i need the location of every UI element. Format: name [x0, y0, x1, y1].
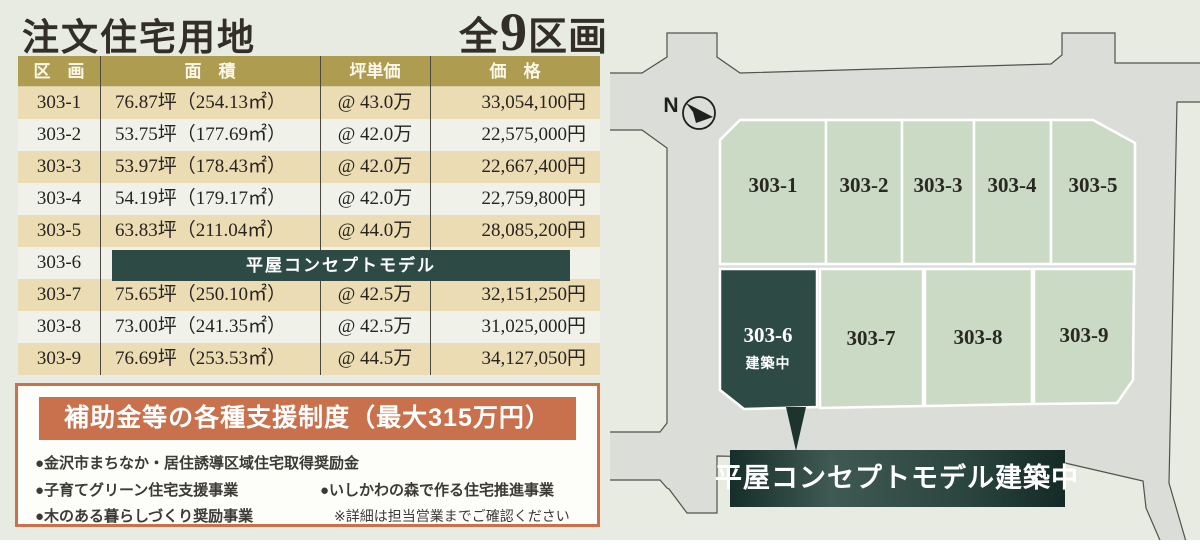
column-divider	[320, 56, 321, 375]
compass: N	[663, 94, 716, 130]
subsidy-note: ※詳細は担当営業までご確認ください	[334, 508, 570, 524]
map-lot-label: 303-3	[914, 173, 963, 197]
col-header-area: 面 積	[184, 62, 236, 81]
callout-pointer	[786, 407, 806, 451]
lot-area: 53.97坪（178.43㎡）	[115, 156, 287, 177]
lot-unit-price: @ 43.0万	[337, 92, 413, 113]
map-lot-303-7	[818, 267, 925, 410]
map-lot-label: 303-4	[988, 173, 1037, 197]
compass-needle-icon	[686, 103, 713, 123]
table-row: 303-2 53.75坪（177.69㎡） @ 42.0万 22,575,000…	[18, 119, 600, 151]
lot-unit-price: @ 42.5万	[337, 316, 413, 337]
lot-price: 31,025,000円	[481, 316, 586, 337]
subsidy-item: ●木のある暮らしづくり奨励事業	[35, 508, 254, 525]
lot-price: 28,085,200円	[481, 220, 586, 241]
total-lots-suffix: 区画	[527, 16, 608, 59]
lot-id: 303-9	[36, 348, 82, 369]
lot-price: 34,127,050円	[481, 348, 586, 369]
lot-id: 303-3	[36, 156, 82, 177]
north-label: N	[663, 94, 678, 117]
callout-banner	[730, 450, 1065, 507]
lot-area: 54.19坪（179.17㎡）	[115, 188, 287, 209]
lot-id: 303-7	[36, 284, 82, 305]
map-lot-label: 303-6	[744, 323, 793, 347]
map-lot-label: 303-2	[840, 173, 889, 197]
map-lot-label: 303-7	[847, 326, 896, 350]
lot-unit-price: @ 44.5万	[337, 348, 413, 369]
lot-id: 303-2	[36, 124, 82, 145]
lot-area: 76.87坪（254.13㎡）	[115, 92, 287, 113]
col-header-lot: 区 画	[33, 62, 85, 81]
total-lots-label: 全 9 区画	[458, 2, 608, 62]
subsidy-heading: 補助金等の各種支援制度（最大315万円）	[39, 397, 576, 440]
table-row: 303-9 76.69坪（253.53㎡） @ 44.5万 34,127,050…	[18, 343, 600, 375]
lot-id: 303-6	[36, 252, 82, 273]
lot-id: 303-1	[36, 92, 82, 113]
lot-unit-price: @ 42.0万	[337, 156, 413, 177]
table-row: 303-7 75.65坪（250.10㎡） @ 42.5万 32,151,250…	[18, 279, 600, 311]
map-lot-303-8	[923, 267, 1034, 408]
col-header-price: 価 格	[489, 62, 541, 81]
lot-area: 63.83坪（211.04㎡）	[115, 220, 286, 241]
map-lot-303-6	[718, 267, 819, 411]
site-map-svg: 303-1 303-2 303-3 303-4 303-5 303-6 建築中 …	[604, 32, 1200, 545]
subsidy-item: ●子育てグリーン住宅支援事業	[35, 482, 239, 499]
map-lot-label: 303-1	[749, 173, 798, 197]
callout-banner-label: 平屋コンセプトモデル建築中	[715, 462, 1079, 493]
subsidy-item: ●いしかわの森で作る住宅推進事業	[320, 482, 555, 499]
lot-id: 303-8	[36, 316, 82, 337]
map-lot-303-5	[1049, 118, 1137, 266]
table-row: 303-5 63.83坪（211.04㎡） @ 44.0万 28,085,200…	[18, 215, 600, 247]
left-panel: 注文住宅用地 全 9 区画 区 画 面 積 坪単価 価 格 303-1 76.8…	[15, 5, 608, 527]
lot-unit-price: @ 42.0万	[337, 188, 413, 209]
lot-price: 32,151,250円	[481, 284, 586, 305]
map-lot-label: 303-8	[954, 325, 1003, 349]
lot-price: 22,667,400円	[481, 156, 586, 177]
lot-area: 53.75坪（177.69㎡）	[115, 124, 287, 145]
col-header-unit: 坪単価	[349, 62, 401, 81]
map-lot-status: 建築中	[746, 355, 791, 372]
lot-id: 303-4	[36, 188, 82, 209]
lot-area: 75.65坪（250.10㎡）	[115, 284, 287, 305]
page-title: 注文住宅用地	[22, 18, 256, 59]
map-lot-label: 303-9	[1060, 323, 1109, 347]
lot-price: 33,054,100円	[481, 92, 586, 113]
lot-area: 73.00坪（241.35㎡）	[115, 316, 287, 337]
lot-price: 22,759,800円	[481, 188, 586, 209]
map-lot-label: 303-5	[1069, 173, 1118, 197]
lot-id: 303-5	[36, 220, 82, 241]
table-row: 303-3 53.97坪（178.43㎡） @ 42.0万 22,667,400…	[18, 151, 600, 183]
lot-area: 76.69坪（253.53㎡）	[115, 348, 287, 369]
subsidy-box: 補助金等の各種支援制度（最大315万円） ●金沢市まちなか・居住誘導区域住宅取得…	[15, 383, 600, 527]
table-row: 303-8 73.00坪（241.35㎡） @ 42.5万 31,025,000…	[18, 311, 600, 343]
lot-price: 22,575,000円	[481, 124, 586, 145]
column-divider	[100, 56, 101, 375]
table-header-row: 区 画 面 積 坪単価 価 格	[18, 56, 600, 87]
price-table: 区 画 面 積 坪単価 価 格 303-1 76.87坪（254.13㎡） @ …	[18, 56, 600, 375]
total-lots-number: 9	[499, 2, 527, 62]
subsidy-item: ●金沢市まちなか・居住誘導区域住宅取得奨励金	[35, 455, 360, 472]
compass-circle-icon	[682, 96, 716, 130]
title-row: 注文住宅用地 全 9 区画	[22, 5, 608, 59]
map-lot-303-9	[1032, 267, 1136, 406]
lot-unit-price: @ 44.0万	[337, 220, 413, 241]
column-divider	[430, 56, 431, 375]
table-row: 303-1 76.87坪（254.13㎡） @ 43.0万 33,054,100…	[18, 87, 600, 119]
total-lots-prefix: 全	[458, 16, 499, 59]
site-map: 303-1 303-2 303-3 303-4 303-5 303-6 建築中 …	[604, 0, 1200, 545]
lot-unit-price: @ 42.0万	[337, 124, 413, 145]
concept-model-banner: 平屋コンセプトモデル	[112, 250, 570, 281]
lot-unit-price: @ 42.5万	[337, 284, 413, 305]
table-row: 303-4 54.19坪（179.17㎡） @ 42.0万 22,759,800…	[18, 183, 600, 215]
